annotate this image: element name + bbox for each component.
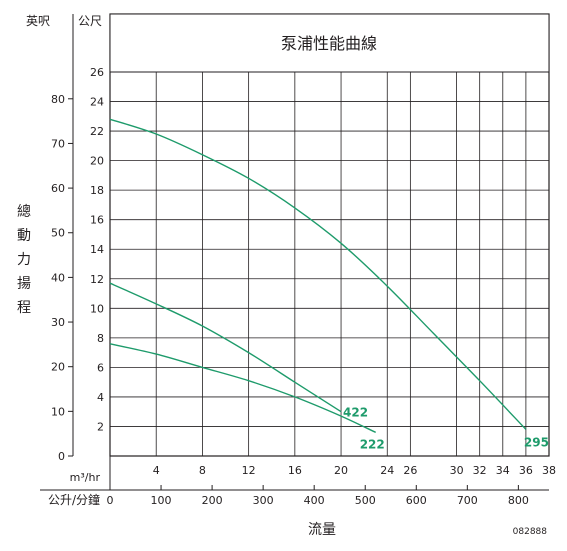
y-tick-label-m: 18	[90, 184, 104, 197]
series-label-222: 222	[360, 437, 385, 451]
x-tick-label-m3hr: 32	[473, 464, 487, 477]
x-tick-label-lpm: 100	[151, 494, 172, 507]
y-axis-title-char: 力	[17, 252, 31, 268]
x-tick-label-lpm: 400	[304, 494, 325, 507]
y-tick-label-ft: 0	[58, 450, 65, 463]
series-label-422: 422	[343, 406, 368, 420]
x-tick-label-lpm: 500	[355, 494, 376, 507]
y-tick-label-m: 2	[97, 420, 104, 433]
x-axis-lpm: 0 100 200 300 400 500 600 700 800	[107, 485, 529, 507]
x-tick-label-lpm: 700	[457, 494, 478, 507]
doc-code: 082888	[513, 527, 548, 537]
y-axis-feet: 0 10 20 30 40 50 60 70 80	[51, 93, 73, 463]
x-tick-label-lpm: 200	[202, 494, 223, 507]
x-tick-label-m3hr: 26	[403, 464, 417, 477]
grid	[110, 71, 550, 456]
y-axis-title-char: 總	[17, 203, 31, 220]
x-tick-label-lpm: 300	[253, 494, 274, 507]
plot-frame	[109, 13, 550, 457]
x-tick-label-m3hr: 12	[242, 464, 256, 477]
y-tick-label-ft: 10	[51, 405, 65, 418]
x-tick-label-lpm: 0	[107, 494, 114, 507]
y-tick-label-m: 16	[90, 214, 104, 227]
x-tick-label-lpm: 600	[406, 494, 427, 507]
y-tick-label-m: 24	[90, 96, 104, 109]
x-tick-label-m3hr: 8	[199, 464, 206, 477]
x-axis-title: 流量	[308, 522, 336, 538]
series-line-422	[109, 282, 342, 413]
title-box	[109, 13, 550, 73]
y-tick-label-m: 20	[90, 155, 104, 168]
y-tick-label-m: 6	[97, 361, 104, 374]
series-label-295: 295	[524, 435, 549, 449]
x-unit-m3hr: m³/hr	[70, 471, 101, 484]
y-tick-label-ft: 70	[51, 137, 65, 150]
x-tick-label-m3hr: 36	[519, 464, 533, 477]
x-tick-label-m3hr: 34	[496, 464, 510, 477]
y-tick-label-ft: 40	[51, 271, 65, 284]
x-tick-label-m3hr: 20	[334, 464, 348, 477]
y-tick-label-m: 22	[90, 125, 104, 138]
y-tick-label-ft: 30	[51, 316, 65, 329]
y-axis-title-char: 程	[17, 300, 31, 316]
y-axis-title-char: 動	[17, 228, 31, 244]
y-axis-title-char: 揚	[17, 275, 31, 292]
series-line-295	[109, 118, 527, 430]
x-tick-label-m3hr: 16	[288, 464, 302, 477]
y-tick-label-ft: 50	[51, 227, 65, 240]
x-unit-lpm: 公升/分鐘	[48, 492, 100, 507]
y-tick-label-ft: 60	[51, 182, 65, 195]
y-tick-label-m: 4	[97, 391, 104, 404]
x-tick-label-lpm: 800	[508, 494, 529, 507]
y-tick-label-m: 12	[90, 273, 104, 286]
x-tick-label-m3hr: 4	[153, 464, 160, 477]
x-tick-label-m3hr: 30	[450, 464, 464, 477]
y-tick-label-ft: 80	[51, 93, 65, 106]
y-unit-ft: 英呎	[26, 14, 50, 28]
y-unit-m: 公尺	[78, 14, 102, 28]
y-tick-label-m: 26	[90, 66, 104, 79]
x-axis-m3hr: 4 8 12 16 20 24 26 30 32 34 36 38	[153, 464, 556, 477]
y-tick-label-ft: 20	[51, 361, 65, 374]
y-tick-label-m: 10	[90, 302, 104, 315]
chart-title: 泵浦性能曲線	[281, 34, 377, 53]
x-tick-label-m3hr: 24	[380, 464, 394, 477]
y-tick-label-m: 14	[90, 243, 104, 256]
x-tick-label-m3hr: 38	[542, 464, 556, 477]
curves: 295 422 222	[109, 118, 549, 451]
y-tick-label-m: 8	[97, 332, 104, 345]
series-line-222	[109, 343, 376, 434]
